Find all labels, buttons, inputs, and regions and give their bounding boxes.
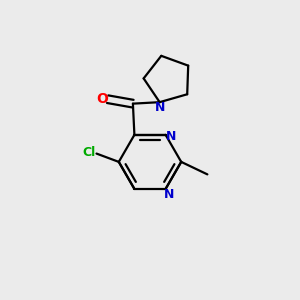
Text: Cl: Cl [82, 146, 95, 159]
Text: O: O [96, 92, 108, 106]
Text: N: N [164, 188, 174, 201]
Text: N: N [166, 130, 176, 143]
Text: N: N [155, 101, 165, 114]
